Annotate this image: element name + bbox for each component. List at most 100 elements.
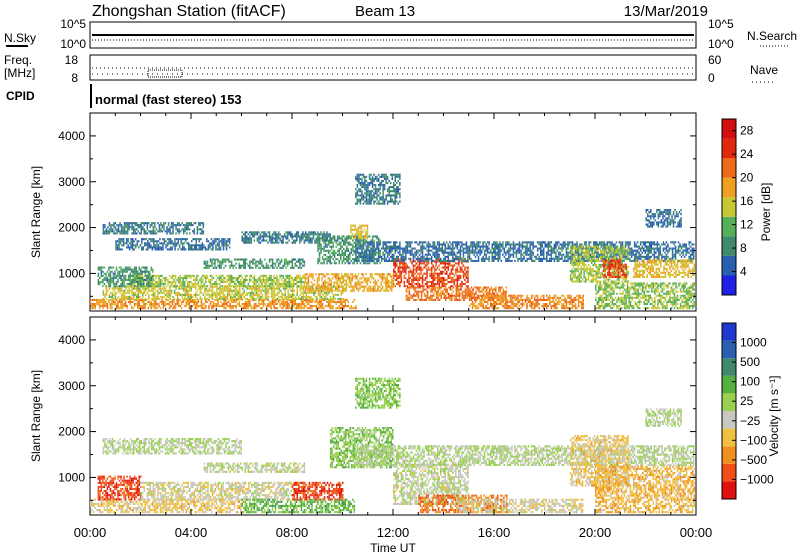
data-cell xyxy=(243,233,245,236)
data-cell xyxy=(476,296,478,299)
data-cell xyxy=(202,226,205,229)
data-cell xyxy=(276,278,278,281)
data-cell xyxy=(321,277,323,280)
data-cell xyxy=(303,276,306,279)
data-cell xyxy=(174,242,176,245)
data-cell xyxy=(137,297,139,300)
data-cell xyxy=(132,232,135,235)
data-cell xyxy=(203,303,206,306)
data-cell xyxy=(323,235,325,238)
data-cell xyxy=(174,246,176,249)
data-cell xyxy=(111,281,113,284)
data-cell xyxy=(332,300,334,303)
data-cell xyxy=(191,285,193,288)
data-cell xyxy=(341,260,343,263)
data-cell xyxy=(177,242,179,245)
data-cell xyxy=(262,303,265,306)
data-cell xyxy=(353,237,355,240)
data-cell xyxy=(279,295,282,298)
scatter-region xyxy=(304,273,394,292)
data-cell xyxy=(459,274,462,277)
data-cell xyxy=(217,264,219,267)
data-cell xyxy=(320,233,322,236)
data-cell xyxy=(252,287,255,290)
data-cell xyxy=(233,281,236,284)
data-cell xyxy=(441,270,443,273)
data-cell xyxy=(190,295,192,298)
data-cell xyxy=(124,285,127,288)
data-cell xyxy=(447,262,449,265)
data-cell xyxy=(323,241,325,244)
data-cell xyxy=(302,285,305,288)
data-cell xyxy=(466,286,468,289)
data-cell xyxy=(430,268,433,271)
data-cell xyxy=(253,303,256,306)
data-cell xyxy=(428,298,430,301)
data-cell xyxy=(147,283,150,286)
data-cell xyxy=(147,242,149,245)
data-cell xyxy=(205,293,208,296)
data-cell xyxy=(479,286,482,289)
data-cell xyxy=(199,289,202,292)
data-cell xyxy=(481,294,483,297)
data-cell xyxy=(362,175,365,178)
data-cell xyxy=(243,289,245,292)
data-cell xyxy=(377,173,380,176)
data-cell xyxy=(276,266,278,269)
data-cell xyxy=(126,283,128,286)
data-cell xyxy=(185,303,187,306)
data-cell xyxy=(320,243,322,246)
data-cell xyxy=(225,240,228,243)
data-cell xyxy=(383,173,386,176)
data-cell xyxy=(456,274,459,277)
data-cell xyxy=(344,258,346,261)
data-cell xyxy=(113,226,115,229)
data-cell xyxy=(111,297,114,300)
data-cell xyxy=(463,294,465,297)
data-cell xyxy=(424,278,427,281)
data-cell xyxy=(456,268,459,271)
data-cell xyxy=(344,243,346,246)
data-cell xyxy=(221,262,224,265)
data-cell xyxy=(332,237,334,240)
data-cell xyxy=(354,234,357,237)
data-cell xyxy=(150,303,153,306)
data-cell xyxy=(126,278,128,281)
data-cell xyxy=(397,186,399,189)
data-cell xyxy=(154,297,156,300)
data-cell xyxy=(322,273,325,276)
data-cell xyxy=(456,285,459,288)
data-cell xyxy=(391,190,393,193)
data-cell xyxy=(147,281,150,284)
data-cell xyxy=(315,239,318,242)
data-cell xyxy=(296,278,298,281)
data-cell xyxy=(381,273,384,276)
data-cell xyxy=(444,278,446,281)
data-cell xyxy=(456,281,459,284)
data-cell xyxy=(145,248,148,251)
data-cell xyxy=(364,192,366,195)
data-cell xyxy=(308,239,310,242)
data-cell xyxy=(336,289,338,292)
data-cell xyxy=(165,285,168,288)
data-cell xyxy=(170,224,173,227)
data-cell xyxy=(402,270,404,273)
scatter-region xyxy=(102,285,344,300)
data-cell xyxy=(168,281,171,284)
data-cell xyxy=(120,274,122,277)
data-cell xyxy=(356,232,358,235)
data-cell xyxy=(168,285,171,288)
data-cell xyxy=(354,281,357,284)
data-cell xyxy=(134,244,137,247)
data-cell xyxy=(115,276,118,279)
data-cell xyxy=(382,186,384,189)
data-cell xyxy=(476,286,479,289)
data-cell xyxy=(333,239,336,242)
data-cell xyxy=(336,279,338,282)
data-cell xyxy=(293,278,295,281)
data-cell xyxy=(225,295,227,298)
data-cell xyxy=(363,279,366,282)
data-cell xyxy=(182,228,185,231)
data-cell xyxy=(408,270,410,273)
data-cell xyxy=(138,272,140,275)
